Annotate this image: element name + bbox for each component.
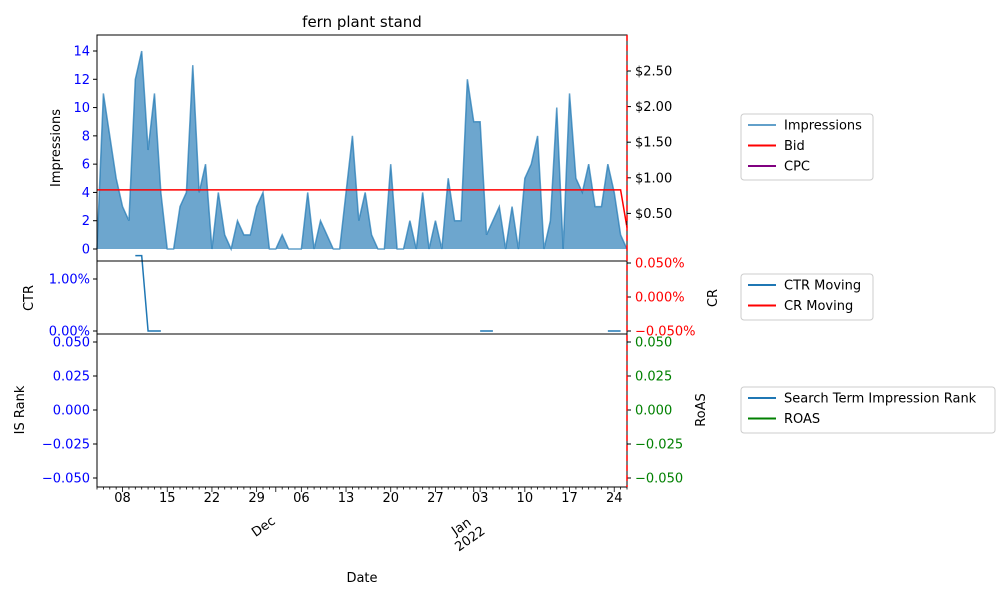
- legend-middle: CTR Moving CR Moving: [740, 273, 874, 321]
- y-tick-label-roas: −0.025: [635, 438, 683, 453]
- y-axis-label-roas: RoAS: [694, 393, 709, 427]
- panel-frame: [96, 333, 628, 488]
- y-tick-label-bid: $1.50: [635, 136, 672, 151]
- x-tick-label: 06: [293, 491, 310, 506]
- y-tick-label-ctr: 1.00%: [49, 273, 90, 288]
- y-tick-label-roas: 0.050: [635, 336, 672, 351]
- ctr-moving-line: [135, 254, 161, 332]
- y-axis-label-ctr: CTR: [22, 285, 37, 311]
- y-tick-label-impressions: 4: [82, 186, 90, 201]
- x-month-label: Dec: [249, 514, 278, 541]
- x-axis-label: Date: [346, 571, 377, 586]
- y-tick-label-bid: $1.00: [635, 171, 672, 186]
- x-tick-label: 15: [159, 491, 176, 506]
- legend-label: Bid: [784, 139, 805, 154]
- y-tick-label-impressions: 0: [82, 243, 90, 258]
- plot-layer: 02468101214$0.50$1.00$1.50$2.00$2.50Impr…: [13, 34, 721, 555]
- y-tick-label-impressions: 8: [82, 129, 90, 144]
- y-tick-label-ctr: 0.00%: [49, 325, 90, 340]
- y-tick-label-bid: $0.50: [635, 207, 672, 222]
- y-tick-label-is-rank: 0.050: [53, 336, 90, 351]
- x-tick-label: 24: [606, 491, 623, 506]
- y-tick-label-roas: 0.000: [635, 404, 672, 419]
- y-tick-label-impressions: 2: [82, 214, 90, 229]
- y-tick-label-cr: 0.050%: [635, 257, 685, 272]
- y-tick-label-is-rank: 0.025: [53, 370, 90, 385]
- x-tick-label: 17: [561, 491, 578, 506]
- y-tick-label-impressions: 10: [73, 101, 90, 116]
- x-tick-label: 29: [248, 491, 265, 506]
- y-tick-label-impressions: 6: [82, 158, 90, 173]
- impressions-line: [96, 50, 628, 252]
- y-tick-label-roas: 0.025: [635, 370, 672, 385]
- x-tick-label: 22: [204, 491, 221, 506]
- bid-line: [97, 189, 628, 228]
- legend-label: CTR Moving: [784, 279, 861, 294]
- x-tick-label: 08: [114, 491, 131, 506]
- y-tick-label-is-rank: −0.050: [42, 472, 90, 487]
- legend-label: ROAS: [784, 412, 820, 427]
- legend-label: CPC: [784, 160, 810, 175]
- legend-top: Impressions Bid CPC: [740, 113, 874, 181]
- y-axis-label-is-rank: IS Rank: [13, 385, 28, 434]
- x-tick-label: 03: [472, 491, 489, 506]
- y-axis-label-cr: CR: [706, 289, 721, 307]
- y-tick-label-cr: −0.050%: [635, 325, 695, 340]
- impressions-area: [97, 51, 627, 249]
- y-tick-label-cr: 0.000%: [635, 291, 685, 306]
- legend-bottom: Search Term Impression Rank ROAS: [740, 386, 996, 434]
- legend-frame: [740, 386, 996, 434]
- x-month-label: Jan2022: [444, 511, 488, 555]
- y-tick-label-bid: $2.50: [635, 65, 672, 80]
- x-tick-label: 13: [338, 491, 355, 506]
- legend-label: Impressions: [784, 119, 862, 134]
- y-axis-label-impressions: Impressions: [49, 109, 64, 187]
- y-tick-label-is-rank: −0.025: [42, 438, 90, 453]
- y-tick-label-is-rank: 0.000: [53, 404, 90, 419]
- y-tick-label-impressions: 14: [73, 45, 90, 60]
- x-tick-label: 20: [382, 491, 399, 506]
- panel-frame: [96, 260, 628, 335]
- y-tick-label-bid: $2.00: [635, 100, 672, 115]
- legend-frame: [740, 113, 874, 181]
- legend-label: Search Term Impression Rank: [784, 392, 977, 407]
- y-tick-label-roas: −0.050: [635, 472, 683, 487]
- x-tick-label: 10: [517, 491, 534, 506]
- y-tick-label-impressions: 12: [73, 73, 90, 88]
- legend-label: CR Moving: [784, 299, 853, 314]
- legend-layer: Impressions Bid CPC CTR Moving CR Moving Sear…: [740, 113, 996, 434]
- x-tick-label: 27: [427, 491, 444, 506]
- chart-title: fern plant stand: [302, 13, 422, 31]
